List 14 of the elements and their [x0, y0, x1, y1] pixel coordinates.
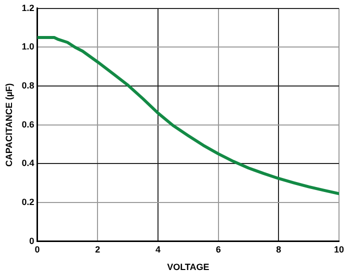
y-tick-label: 0 — [29, 236, 34, 246]
x-tick-label: 10 — [334, 244, 344, 254]
x-tick-label: 2 — [95, 244, 100, 254]
x-tick-label: 6 — [216, 244, 221, 254]
y-tick-label: 1.2 — [22, 2, 34, 13]
x-tick-label: 8 — [276, 244, 282, 254]
y-axis-title: CAPACITANCE (µF) — [4, 83, 14, 167]
y-tick-label: 0.8 — [22, 80, 34, 91]
y-tick-label: 0.2 — [22, 197, 34, 208]
x-tick-label: 4 — [155, 244, 160, 254]
y-tick-label: 0.4 — [22, 158, 34, 168]
y-tick-label: 0.6 — [22, 119, 34, 130]
y-tick-label: 1.0 — [22, 42, 34, 52]
x-axis-title: VOLTAGE — [167, 262, 210, 272]
